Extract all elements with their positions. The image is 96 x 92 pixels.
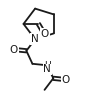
Text: O: O (41, 29, 49, 39)
Text: O: O (10, 45, 18, 55)
Text: N: N (31, 34, 39, 44)
Text: H: H (44, 61, 51, 70)
Text: N: N (43, 64, 51, 74)
Text: O: O (62, 75, 70, 85)
